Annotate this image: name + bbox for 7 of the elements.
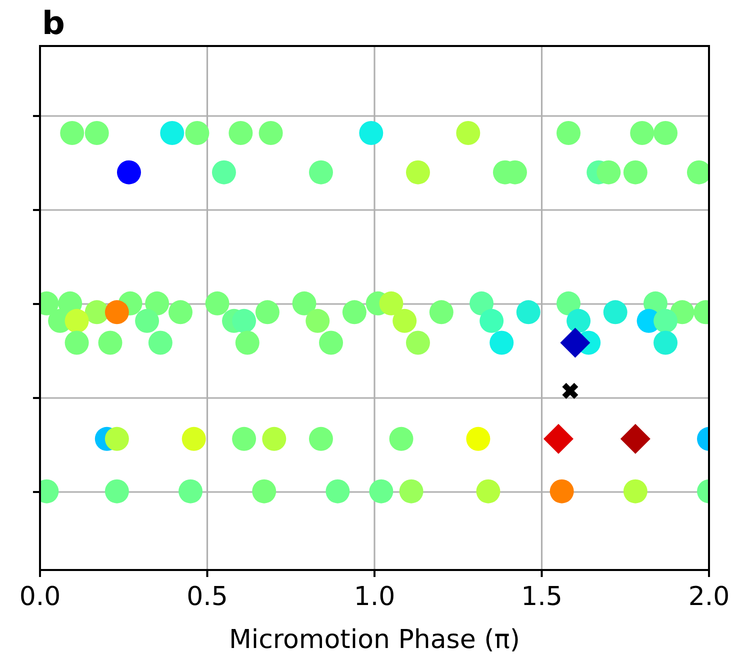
x-axis-title: Micromotion Phase (π) [228, 625, 520, 655]
x-tick-label: 0.5 [186, 582, 228, 612]
chart-title: b [42, 4, 65, 42]
x-tick-label: 1.5 [521, 582, 562, 612]
x-tick-label: 1.0 [354, 582, 396, 612]
x-tick-label: 0.0 [19, 582, 61, 612]
x-tick-label: 2.0 [688, 582, 730, 612]
